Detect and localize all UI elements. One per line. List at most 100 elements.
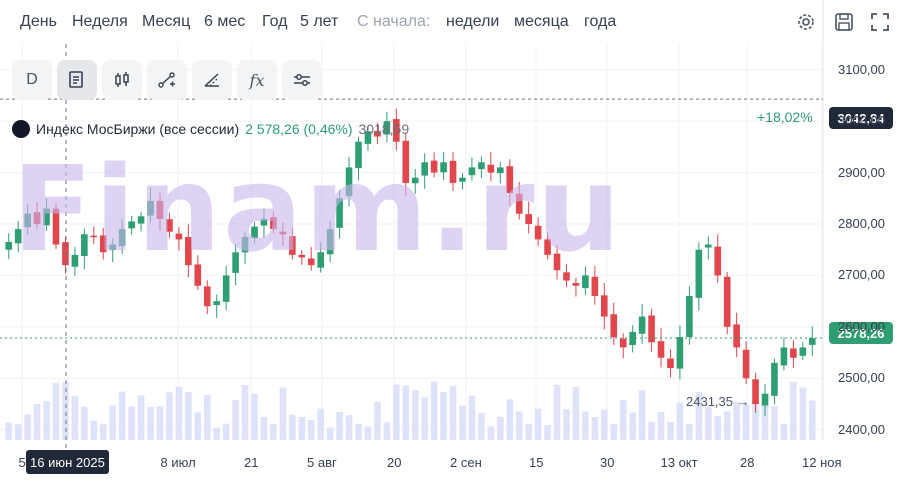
volume-bar — [771, 405, 778, 440]
candle-body — [411, 177, 419, 184]
drawing-icon — [204, 73, 219, 87]
y-tick-label: 2900,00 — [838, 164, 885, 180]
volume-bar — [496, 416, 504, 440]
candle-body — [241, 236, 249, 253]
volume-bar — [279, 387, 287, 440]
volume-bar — [553, 384, 561, 440]
candle-body — [402, 140, 410, 183]
volume-bar — [109, 405, 117, 440]
settings-sliders-button[interactable] — [282, 60, 322, 100]
moex-logo — [12, 120, 30, 138]
gear-icon[interactable] — [795, 11, 817, 33]
candle-body — [52, 208, 60, 245]
volume-bar — [345, 415, 353, 440]
y-tick-label: 2500,00 — [838, 370, 885, 386]
indicator-line-icon — [158, 72, 175, 88]
volume-bar — [619, 399, 627, 440]
volume-bar — [468, 395, 476, 440]
volume-bar — [506, 399, 514, 440]
watermark: Finam.ru — [12, 140, 623, 278]
candles-button[interactable] — [102, 60, 142, 100]
chart-type-button[interactable] — [57, 60, 97, 100]
fullscreen-icon[interactable] — [869, 11, 891, 33]
volume-bar — [298, 416, 306, 440]
volume-bar — [355, 424, 362, 440]
candle-body — [317, 252, 325, 268]
candle-body — [752, 379, 759, 404]
candle-body — [544, 239, 551, 255]
y-tick-label: 2700,00 — [838, 267, 885, 283]
candle-body — [553, 253, 561, 271]
period-6m[interactable]: 6 мес — [204, 13, 246, 30]
candle-body — [289, 236, 296, 255]
period-week[interactable]: Неделя — [72, 13, 128, 30]
volume-bar — [695, 391, 703, 440]
candle-body — [185, 237, 192, 266]
period-5y[interactable]: 5 лет — [300, 13, 339, 30]
x-tick-label: 12 ноя — [802, 455, 842, 470]
candle-body — [175, 233, 183, 240]
volume-bar — [563, 409, 570, 440]
volume-bar — [411, 390, 419, 440]
candle-body — [260, 218, 268, 226]
candle-body — [459, 177, 466, 182]
top-bar: День Неделя Месяц 6 мес Год 5 лет С нача… — [0, 0, 897, 44]
period-month[interactable]: Месяц — [142, 13, 191, 30]
volume-bar — [714, 416, 722, 440]
candle-body — [449, 160, 457, 183]
candle-body — [128, 221, 135, 229]
chart-type-icon — [69, 71, 83, 88]
since-month[interactable]: месяца — [514, 13, 569, 30]
volume-bar — [175, 386, 183, 440]
period-year[interactable]: Год — [262, 13, 288, 30]
current-price-badge: 2578,26 — [829, 322, 893, 344]
volume-bar — [704, 406, 712, 440]
period-day[interactable]: День — [20, 13, 57, 30]
volume-bar — [790, 381, 797, 440]
x-tick-label: 20 — [387, 455, 402, 470]
volume-bar — [166, 392, 173, 440]
candle-body — [771, 362, 778, 396]
volume-bar — [515, 411, 523, 440]
y-tick-label: 3000,00 — [838, 113, 885, 129]
candle-body — [619, 338, 627, 348]
volume-bar — [374, 402, 381, 440]
volume-bar — [430, 381, 438, 440]
y-tick-label: 2800,00 — [838, 216, 885, 231]
volume-bar — [62, 382, 69, 440]
since-year[interactable]: года — [584, 13, 617, 30]
candle-body — [629, 332, 636, 346]
drawing-button[interactable] — [192, 60, 232, 100]
candle-body — [582, 275, 589, 289]
volume-bar — [421, 397, 428, 440]
candle-body — [695, 249, 703, 298]
candle-body — [723, 276, 731, 327]
candle-body — [515, 193, 523, 214]
volume-bar — [137, 395, 145, 440]
function-button[interactable]: fx — [237, 60, 277, 100]
candle-body — [478, 162, 485, 170]
reference-price-badge: 3042,84 — [829, 107, 893, 129]
candle-body — [336, 198, 343, 228]
x-tick-label: 28 — [740, 455, 755, 470]
save-icon[interactable] — [833, 11, 855, 33]
volume-bar — [317, 408, 325, 440]
candle-body — [733, 324, 740, 348]
volume-bar — [761, 404, 769, 440]
volume-bar — [270, 424, 277, 440]
candle-body — [222, 275, 230, 302]
interval-button[interactable]: D — [12, 60, 52, 100]
volume-bar — [99, 424, 107, 440]
volume-bar — [534, 408, 542, 440]
volume-bar — [81, 406, 88, 440]
candle-body — [156, 200, 164, 219]
candle-body — [298, 254, 306, 258]
since-week[interactable]: недели — [446, 13, 500, 30]
volume-bar — [364, 426, 372, 440]
x-tick-label: 13 окт — [660, 455, 698, 470]
x-tick-label: 21 — [244, 455, 259, 470]
indicator-line-button[interactable] — [147, 60, 187, 100]
volume-bar — [43, 401, 50, 440]
candle-body — [572, 282, 580, 286]
